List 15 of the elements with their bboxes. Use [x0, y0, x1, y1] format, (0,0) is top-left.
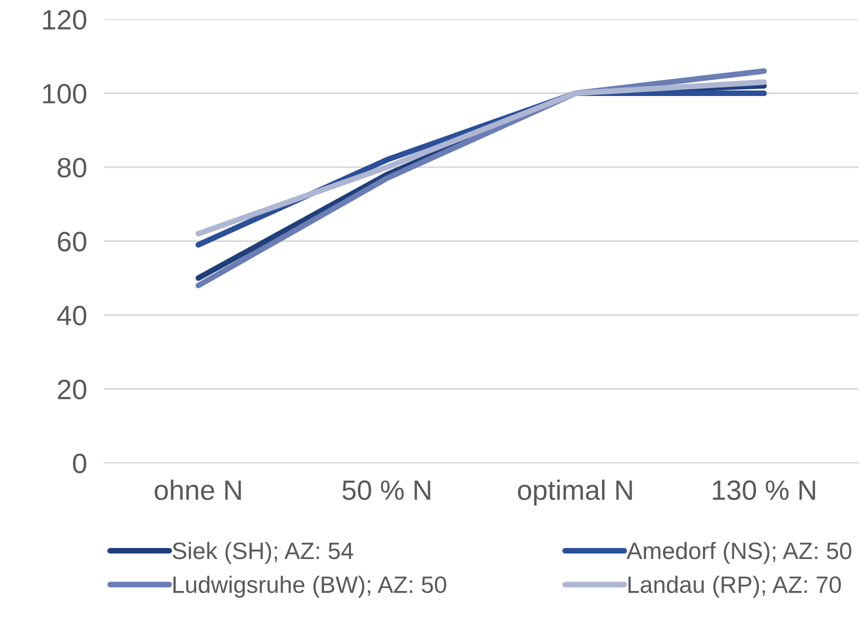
x-tick-label: ohne N [154, 480, 241, 500]
y-tick-label: 0 [73, 454, 86, 474]
legend-label: Landau (RP); AZ: 70 [628, 576, 841, 598]
y-tick-label: 80 [58, 158, 86, 178]
legend-label: Siek (SH); AZ: 54 [172, 542, 354, 564]
y-tick-label: 60 [58, 232, 86, 252]
x-tick-label: 130 % N [712, 480, 816, 500]
x-tick-label: optimal N [518, 480, 632, 506]
y-tick-label: 100 [43, 84, 86, 104]
legend-label: Amedorf (NS); AZ: 50 [626, 542, 852, 564]
y-tick-label: 40 [57, 306, 86, 326]
x-tick-label: 50 % N [342, 480, 430, 500]
legend-label: Ludwigsruhe (BW); AZ: 50 [173, 576, 446, 598]
y-tick-label: 20 [58, 380, 86, 400]
y-tick-label: 120 [43, 10, 86, 30]
